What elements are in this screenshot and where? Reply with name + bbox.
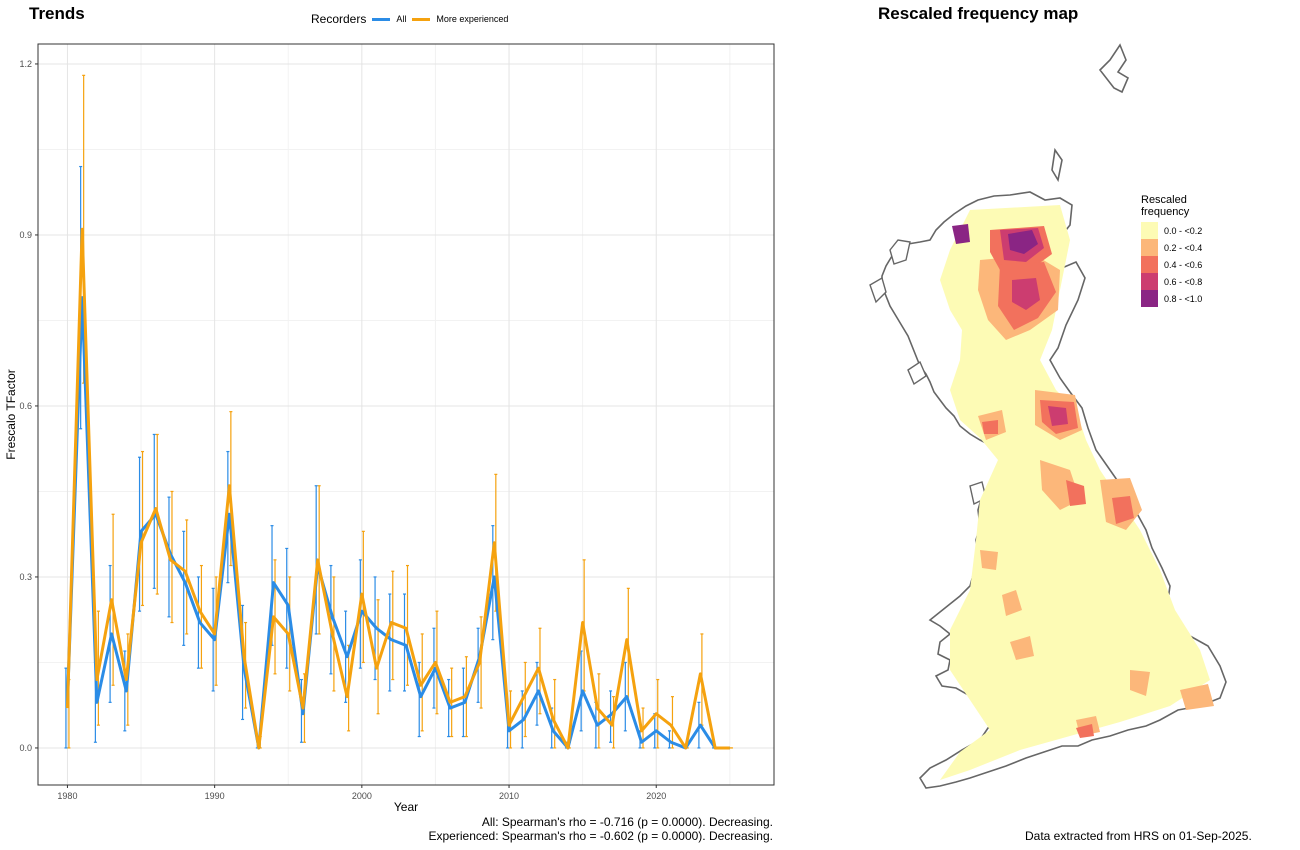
map-legend-title-line1: Rescaled	[1141, 194, 1187, 206]
stats-experienced: Experienced: Spearman's rho = -0.602 (p …	[428, 829, 774, 843]
y-tick-label: 0.6	[19, 401, 32, 411]
map-legend-row: 0.8 - <1.0	[1141, 290, 1202, 307]
y-tick-label: 0.3	[19, 572, 32, 582]
legend-swatch-all	[372, 17, 391, 21]
legend-title: Recorders	[311, 12, 367, 26]
map-legend-swatch	[1141, 290, 1158, 307]
x-tick-label: 1990	[205, 791, 225, 801]
frequency-map	[869, 43, 1227, 789]
map-legend-swatch	[1141, 273, 1158, 290]
map-legend-swatch	[1141, 239, 1158, 256]
map-fill-high	[952, 224, 1038, 254]
map-legend-title: Rescaled frequency	[1141, 194, 1202, 218]
y-tick-label: 0.0	[19, 743, 32, 753]
map-legend-label: 0.6 - <0.8	[1164, 276, 1203, 287]
map-legend-row: 0.6 - <0.8	[1141, 273, 1202, 290]
map-legend-swatch	[1141, 256, 1158, 273]
trends-title: Trends	[29, 4, 85, 23]
legend-swatch-experienced	[412, 17, 431, 21]
error-bars-experienced	[67, 74, 733, 749]
plot-border	[37, 43, 775, 786]
trend-chart: 0.0 0.3 0.6 0.9 1.2 1980 1990 2000 2010 2020 Year F…	[4, 43, 775, 814]
y-tick-label: 0.9	[19, 230, 32, 240]
chart-legend: Recorders All More experienced	[311, 12, 508, 26]
map-legend-label: 0.0 - <0.2	[1164, 225, 1203, 236]
x-tick-label: 2020	[646, 791, 666, 801]
map-legend: Rescaled frequency 0.0 - <0.2 0.2 - <0.4…	[1141, 194, 1202, 307]
map-legend-row: 0.4 - <0.6	[1141, 256, 1202, 273]
x-axis-title: Year	[394, 800, 418, 814]
map-title: Rescaled frequency map	[878, 4, 1079, 23]
y-tick-label: 1.2	[19, 59, 32, 69]
map-legend-label: 0.2 - <0.4	[1164, 242, 1203, 253]
map-legend-label: 0.4 - <0.6	[1164, 259, 1203, 270]
map-legend-label: 0.8 - <1.0	[1164, 293, 1203, 304]
data-credit: Data extracted from HRS on 01-Sep-2025.	[1025, 829, 1252, 843]
series-line-all	[65, 296, 730, 750]
x-tick-label: 2010	[499, 791, 519, 801]
map-legend-row: 0.2 - <0.4	[1141, 239, 1202, 256]
x-tick-label: 2000	[352, 791, 372, 801]
series-line-experienced	[65, 227, 730, 750]
map-legend-swatch	[1141, 222, 1158, 239]
y-axis-title: Frescalo TFactor	[4, 369, 18, 459]
map-legend-row: 0.0 - <0.2	[1141, 222, 1202, 239]
map-legend-title-line2: frequency	[1141, 206, 1190, 218]
legend-label-all: All	[396, 14, 407, 24]
stats-text: All: Spearman's rho = -0.716 (p = 0.0000…	[429, 815, 774, 843]
legend-label-experienced: More experienced	[436, 14, 509, 24]
x-tick-label: 1980	[57, 791, 77, 801]
stats-all: All: Spearman's rho = -0.716 (p = 0.0000…	[481, 815, 773, 829]
